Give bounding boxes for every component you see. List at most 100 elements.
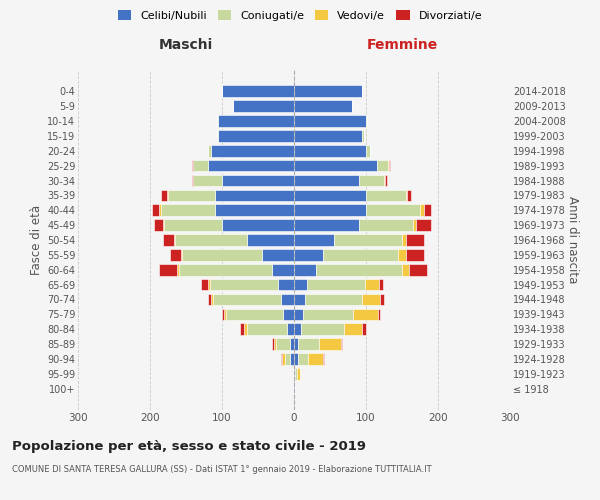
Bar <box>353 308 378 320</box>
Bar <box>208 160 294 172</box>
Bar <box>154 220 163 231</box>
Bar <box>163 220 164 231</box>
Bar <box>366 204 420 216</box>
Bar <box>406 249 424 260</box>
Bar <box>290 353 294 365</box>
Bar <box>366 115 367 127</box>
Bar <box>272 338 274 350</box>
Bar <box>362 130 364 141</box>
Bar <box>164 220 222 231</box>
Bar <box>193 160 208 172</box>
Bar <box>362 324 366 335</box>
Bar <box>294 174 359 186</box>
Bar <box>222 86 294 97</box>
Bar <box>316 264 402 276</box>
Bar <box>160 204 161 216</box>
Bar <box>402 264 409 276</box>
Bar <box>274 338 276 350</box>
Bar <box>377 160 388 172</box>
Bar <box>240 324 244 335</box>
Bar <box>389 160 391 172</box>
Bar <box>406 190 407 201</box>
Bar <box>294 86 362 97</box>
Bar <box>294 368 295 380</box>
Bar <box>161 204 215 216</box>
Legend: Celibi/Nubili, Coniugati/e, Vedovi/e, Divorziati/e: Celibi/Nubili, Coniugati/e, Vedovi/e, Di… <box>113 6 487 25</box>
Bar <box>281 294 294 306</box>
Bar <box>244 324 247 335</box>
Bar <box>359 174 384 186</box>
Bar <box>295 368 297 380</box>
Bar <box>294 383 295 394</box>
Bar <box>302 308 353 320</box>
Bar <box>298 338 319 350</box>
Bar <box>178 264 179 276</box>
Bar <box>308 353 323 365</box>
Bar <box>212 294 281 306</box>
Bar <box>380 294 384 306</box>
Bar <box>278 279 294 290</box>
Bar <box>379 279 383 290</box>
Text: COMUNE DI SANTA TERESA GALLURA (SS) - Dati ISTAT 1° gennaio 2019 - Elaborazione : COMUNE DI SANTA TERESA GALLURA (SS) - Da… <box>12 465 431 474</box>
Bar <box>366 145 370 156</box>
Bar <box>406 234 424 246</box>
Bar <box>168 190 215 201</box>
Bar <box>215 190 294 201</box>
Bar <box>218 115 294 127</box>
Bar <box>294 220 359 231</box>
Bar <box>366 190 406 201</box>
Bar <box>413 220 416 231</box>
Bar <box>211 145 294 156</box>
Bar <box>152 204 160 216</box>
Bar <box>294 294 305 306</box>
Bar <box>298 353 308 365</box>
Bar <box>161 190 167 201</box>
Bar <box>294 338 298 350</box>
Bar <box>293 383 294 394</box>
Bar <box>283 353 284 365</box>
Bar <box>293 368 294 380</box>
Bar <box>281 353 283 365</box>
Bar <box>160 264 178 276</box>
Bar <box>297 368 301 380</box>
Bar <box>294 249 323 260</box>
Bar <box>305 294 362 306</box>
Bar <box>294 234 334 246</box>
Bar <box>294 145 366 156</box>
Bar <box>407 190 410 201</box>
Bar <box>323 353 324 365</box>
Y-axis label: Fasce di età: Fasce di età <box>29 205 43 275</box>
Bar <box>294 264 316 276</box>
Bar <box>222 308 224 320</box>
Bar <box>163 234 174 246</box>
Bar <box>192 160 193 172</box>
Bar <box>222 174 294 186</box>
Bar <box>294 353 298 365</box>
Bar <box>359 220 413 231</box>
Bar <box>409 264 427 276</box>
Bar <box>262 249 294 260</box>
Bar <box>301 324 344 335</box>
Bar <box>276 338 290 350</box>
Bar <box>175 234 247 246</box>
Bar <box>294 100 352 112</box>
Bar <box>416 220 431 231</box>
Text: Femmine: Femmine <box>367 38 437 52</box>
Y-axis label: Anni di nascita: Anni di nascita <box>566 196 580 284</box>
Bar <box>365 279 379 290</box>
Bar <box>170 249 181 260</box>
Bar <box>211 294 212 306</box>
Bar <box>215 204 294 216</box>
Bar <box>201 279 208 290</box>
Bar <box>420 204 424 216</box>
Bar <box>208 145 211 156</box>
Bar <box>179 264 272 276</box>
Bar <box>344 324 362 335</box>
Bar <box>210 279 278 290</box>
Bar <box>182 249 262 260</box>
Bar <box>217 130 218 141</box>
Bar <box>341 338 342 350</box>
Bar <box>226 308 283 320</box>
Bar <box>181 249 182 260</box>
Bar <box>217 115 218 127</box>
